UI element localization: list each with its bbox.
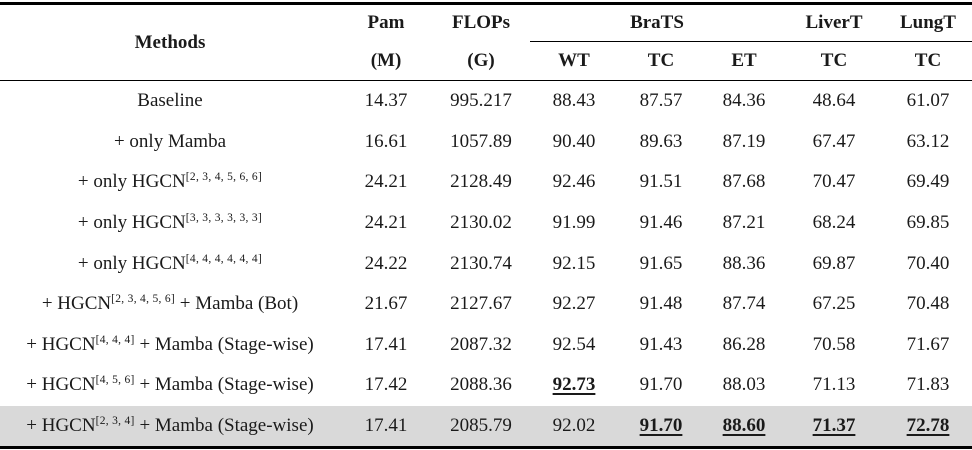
lung-tc-cell: 69.85 — [906, 212, 950, 234]
tc-cell: 91.51 — [639, 171, 683, 193]
table-row-highlighted: + HGCN[2, 3, 4] + Mamba (Stage-wise) 17.… — [0, 405, 972, 450]
liver-tc-cell: 68.24 — [812, 212, 856, 234]
liver-tc-cell: 70.58 — [812, 333, 856, 355]
lung-tc-cell-best: 72.78 — [884, 405, 972, 450]
wt-cell: 92.54 — [552, 333, 596, 355]
et-cell: 87.74 — [722, 293, 766, 315]
method-cell: + only HGCN[2, 3, 4, 5, 6, 6] — [77, 171, 263, 193]
lung-tc-cell: 71.83 — [906, 374, 950, 396]
wt-cell: 90.40 — [552, 130, 596, 152]
flops-cell: 1057.89 — [450, 130, 512, 152]
table-row: + HGCN[2, 3, 4, 5, 6] + Mamba (Bot) 21.6… — [0, 284, 972, 325]
table-row: Baseline 14.37 995.217 88.43 87.57 84.36… — [0, 81, 972, 122]
tc-cell: 91.65 — [639, 252, 683, 274]
livert-header: LiverT — [784, 2, 884, 42]
wt-cell: 92.15 — [552, 252, 596, 274]
flops-cell: 2087.32 — [450, 333, 512, 355]
liver-tc-cell-best: 71.37 — [784, 405, 884, 450]
lung-tc-cell: 69.49 — [906, 171, 950, 193]
flops-cell: 2130.74 — [450, 252, 512, 274]
et-cell: 87.19 — [722, 130, 766, 152]
et-cell: 88.03 — [722, 374, 766, 396]
flops-cell: 2130.02 — [450, 212, 512, 234]
liver-tc-cell: 70.47 — [812, 171, 856, 193]
pam-cell: 14.37 — [364, 90, 408, 112]
pam-unit: (M) — [340, 41, 432, 81]
liver-tc-cell: 69.87 — [812, 252, 856, 274]
tc-header-liver: TC — [784, 41, 884, 81]
wt-header: WT — [530, 41, 618, 81]
et-cell: 86.28 — [722, 333, 766, 355]
methods-header: Methods — [0, 2, 340, 81]
et-cell: 84.36 — [722, 90, 766, 112]
et-cell-best: 88.60 — [704, 405, 784, 450]
wt-cell: 92.02 — [530, 405, 618, 450]
table-row: + HGCN[4, 5, 6] + Mamba (Stage-wise) 17.… — [0, 365, 972, 406]
lung-tc-cell: 71.67 — [906, 333, 950, 355]
pam-cell: 17.41 — [364, 333, 408, 355]
flops-cell: 2088.36 — [450, 374, 512, 396]
lung-tc-cell: 61.07 — [906, 90, 950, 112]
method-cell: + only HGCN[3, 3, 3, 3, 3, 3] — [77, 212, 263, 234]
et-cell: 87.21 — [722, 212, 766, 234]
method-cell: + only Mamba — [113, 130, 227, 152]
tc-cell-best: 91.70 — [618, 405, 704, 450]
table-row: + only HGCN[3, 3, 3, 3, 3, 3] 24.21 2130… — [0, 203, 972, 244]
pam-header: Pam — [340, 2, 432, 42]
flops-cell: 995.217 — [450, 90, 512, 112]
et-cell: 87.68 — [722, 171, 766, 193]
method-cell: + only HGCN[4, 4, 4, 4, 4, 4] — [77, 252, 263, 274]
method-cell: + HGCN[2, 3, 4] + Mamba (Stage-wise) — [0, 405, 340, 450]
method-cell: + HGCN[4, 4, 4] + Mamba (Stage-wise) — [26, 333, 314, 355]
tc-cell: 87.57 — [639, 90, 683, 112]
pam-cell: 24.22 — [364, 252, 408, 274]
tc-cell: 91.43 — [639, 333, 683, 355]
wt-cell: 92.46 — [552, 171, 596, 193]
liver-tc-cell: 71.13 — [812, 374, 856, 396]
flops-cell: 2127.67 — [450, 293, 512, 315]
method-cell: Baseline — [137, 90, 203, 112]
pam-cell: 16.61 — [364, 130, 408, 152]
wt-cell: 88.43 — [552, 90, 596, 112]
wt-cell-best: 92.73 — [552, 374, 596, 396]
wt-cell: 91.99 — [552, 212, 596, 234]
liver-tc-cell: 67.25 — [812, 293, 856, 315]
tc-header-brats: TC — [618, 41, 704, 81]
pam-cell: 17.42 — [364, 374, 408, 396]
lung-tc-cell: 63.12 — [906, 130, 950, 152]
flops-unit: (G) — [432, 41, 530, 81]
liver-tc-cell: 67.47 — [812, 130, 856, 152]
lung-tc-cell: 70.40 — [906, 252, 950, 274]
table-row: + HGCN[4, 4, 4] + Mamba (Stage-wise) 17.… — [0, 325, 972, 366]
tc-cell: 91.46 — [639, 212, 683, 234]
flops-cell: 2085.79 — [432, 405, 530, 450]
tc-cell: 89.63 — [639, 130, 683, 152]
table-row: + only HGCN[2, 3, 4, 5, 6, 6] 24.21 2128… — [0, 162, 972, 203]
brats-header: BraTS — [530, 2, 784, 42]
flops-cell: 2128.49 — [450, 171, 512, 193]
pam-cell: 17.41 — [340, 405, 432, 450]
table-row: + only Mamba 16.61 1057.89 90.40 89.63 8… — [0, 122, 972, 163]
pam-cell: 24.21 — [364, 171, 408, 193]
et-header: ET — [704, 41, 784, 81]
pam-cell: 24.21 — [364, 212, 408, 234]
liver-tc-cell: 48.64 — [812, 90, 856, 112]
lung-tc-cell: 70.48 — [906, 293, 950, 315]
tc-cell: 91.48 — [639, 293, 683, 315]
method-cell: + HGCN[2, 3, 4, 5, 6] + Mamba (Bot) — [41, 293, 299, 315]
et-cell: 88.36 — [722, 252, 766, 274]
tc-cell: 91.70 — [639, 374, 683, 396]
flops-header: FLOPs — [432, 2, 530, 42]
method-cell: + HGCN[4, 5, 6] + Mamba (Stage-wise) — [26, 374, 314, 396]
lungt-header: LungT — [884, 2, 972, 42]
tc-header-lung: TC — [884, 41, 972, 81]
pam-cell: 21.67 — [364, 293, 408, 315]
table-row: + only HGCN[4, 4, 4, 4, 4, 4] 24.22 2130… — [0, 243, 972, 284]
wt-cell: 92.27 — [552, 293, 596, 315]
